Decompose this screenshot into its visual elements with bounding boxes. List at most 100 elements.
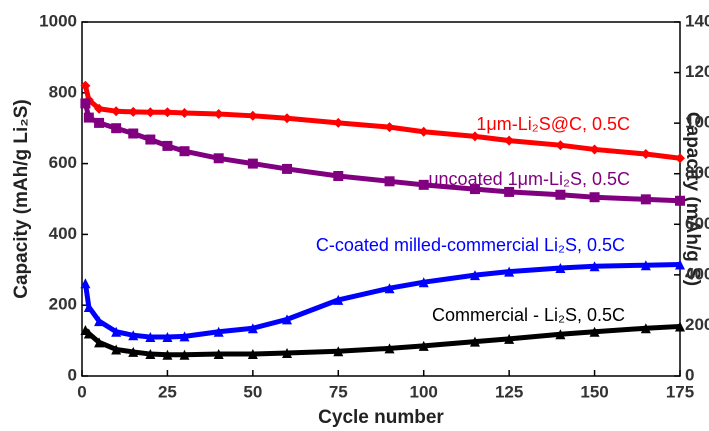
marker [145, 107, 156, 118]
marker [80, 98, 91, 109]
marker [555, 263, 566, 274]
marker [213, 349, 224, 360]
series-line [83, 323, 681, 358]
marker [83, 328, 94, 339]
series-line [82, 261, 681, 340]
marker [94, 337, 105, 348]
x-tick-label: 50 [243, 382, 262, 401]
x-tick-label: 0 [77, 382, 86, 401]
series-label: 1μm-Li₂S@C, 0.5C [476, 114, 630, 134]
marker [469, 131, 480, 142]
marker [418, 179, 429, 190]
y2-axis-title: Capacity (mAh/g S) [682, 112, 703, 286]
y2-tick-label: 1200 [685, 62, 709, 81]
marker [504, 135, 515, 146]
y-axis-title: Capacity (mAh/g Li₂S) [11, 99, 32, 299]
marker [179, 331, 190, 342]
marker [675, 321, 685, 332]
marker [640, 260, 651, 271]
y-tick-label: 600 [49, 153, 77, 172]
x-tick-label: 175 [666, 382, 694, 401]
marker [555, 189, 566, 200]
marker [80, 278, 91, 289]
marker [469, 270, 480, 281]
marker [333, 170, 344, 181]
marker [128, 346, 139, 357]
x-tick-label: 25 [158, 382, 177, 401]
marker [640, 323, 651, 334]
marker [247, 158, 258, 169]
x-tick-label: 75 [329, 382, 348, 401]
marker [589, 261, 600, 272]
marker [247, 323, 258, 334]
marker [128, 106, 139, 117]
marker [282, 163, 293, 174]
y2-tick-label: 200 [685, 315, 709, 334]
marker [213, 153, 224, 164]
y2-tick-label: 400 [685, 264, 709, 283]
marker [333, 294, 344, 305]
y-tick-label: 0 [68, 365, 77, 384]
y2-tick-label: 800 [685, 163, 709, 182]
x-tick-label: 100 [410, 382, 438, 401]
y2-tick-label: 600 [685, 214, 709, 233]
marker [162, 107, 173, 118]
marker [213, 109, 224, 120]
marker [162, 140, 173, 151]
marker [589, 326, 600, 337]
marker [162, 349, 173, 360]
marker [213, 326, 224, 337]
x-axis-title: Cycle number [318, 407, 444, 428]
marker [179, 146, 190, 157]
marker [333, 117, 344, 128]
marker [94, 316, 105, 327]
marker [384, 176, 395, 187]
marker [162, 332, 173, 343]
marker [111, 326, 122, 337]
marker [469, 184, 480, 195]
marker [418, 277, 429, 288]
marker [80, 80, 91, 91]
marker [675, 195, 685, 206]
marker [418, 126, 429, 137]
marker [94, 117, 105, 128]
marker [83, 301, 94, 312]
marker [384, 343, 395, 354]
x-tick-label: 150 [580, 382, 608, 401]
marker [111, 344, 122, 355]
marker [555, 140, 566, 151]
marker [589, 144, 600, 155]
series-label: C-coated milled-commercial Li₂S, 0.5C [316, 235, 625, 255]
y-tick-label: 1000 [39, 11, 77, 30]
marker [333, 346, 344, 357]
marker [247, 110, 258, 121]
marker [504, 266, 515, 277]
marker [555, 329, 566, 340]
marker [640, 194, 651, 205]
marker [179, 349, 190, 360]
marker [145, 349, 156, 360]
marker [145, 134, 156, 145]
marker [128, 330, 139, 341]
series-label: uncoated 1μm-Li₂S, 0.5C [429, 169, 630, 189]
y-tick-label: 800 [49, 82, 77, 101]
marker [504, 186, 515, 197]
y2-tick-label: 1000 [685, 113, 709, 132]
marker [675, 153, 685, 164]
marker [179, 107, 190, 118]
series-label: Commercial - Li₂S, 0.5C [432, 305, 625, 325]
marker [94, 103, 105, 114]
y2-tick-label: 1400 [685, 11, 709, 30]
marker [111, 106, 122, 117]
marker [247, 349, 258, 360]
marker [384, 283, 395, 294]
marker [83, 112, 94, 123]
marker [589, 192, 600, 203]
x-tick-label: 125 [495, 382, 523, 401]
y-tick-label: 200 [49, 295, 77, 314]
marker [504, 333, 515, 344]
y-tick-label: 400 [49, 224, 77, 243]
y2-tick-label: 0 [685, 365, 694, 384]
marker [128, 128, 139, 139]
